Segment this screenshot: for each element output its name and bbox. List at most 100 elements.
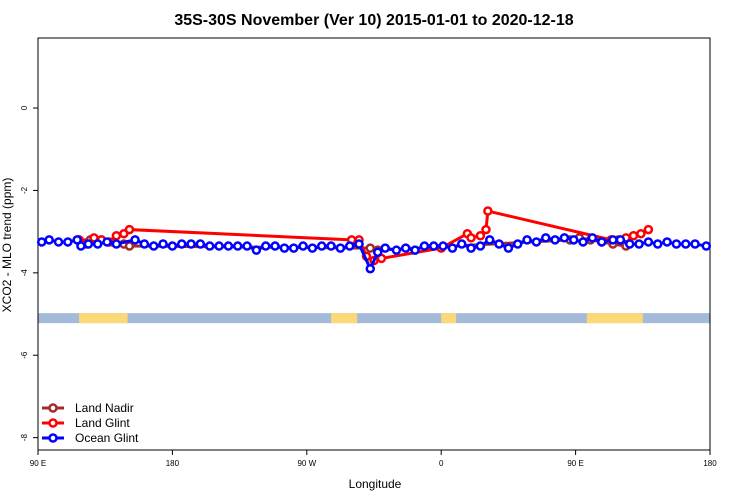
point-1-23 — [636, 228, 646, 239]
y-tick-label-0: 0 — [20, 105, 29, 110]
point-2-39 — [400, 243, 411, 253]
point-2-22 — [242, 241, 252, 251]
point-2-45 — [456, 239, 467, 249]
point-2-15 — [176, 239, 187, 249]
point-2-33 — [344, 241, 355, 251]
legend-label-1: Land Glint — [75, 416, 130, 430]
point-0-6 — [365, 243, 376, 253]
point-2-43 — [438, 241, 448, 251]
point-2-9 — [111, 239, 122, 249]
point-2-6 — [83, 239, 94, 249]
point-2-18 — [204, 241, 215, 251]
series-2 — [36, 233, 712, 274]
point-2-14 — [167, 241, 178, 251]
point-2-69 — [680, 239, 691, 249]
point-2-51 — [512, 239, 523, 249]
point-2-55 — [550, 235, 560, 245]
point-0-5 — [124, 241, 135, 251]
point-2-70 — [690, 239, 700, 249]
point-2-47 — [475, 241, 486, 251]
point-2-53 — [531, 237, 542, 247]
point-1-22 — [628, 231, 639, 241]
y-tick-label-2: -4 — [20, 269, 29, 277]
point-1-17 — [481, 224, 491, 235]
y-tick-label-1: -2 — [20, 186, 29, 194]
x-axis: 90 E 180 90 W 0 90 E 180 — [30, 450, 717, 468]
land-span-0 — [79, 313, 128, 324]
x-tick-label-2: 90 W — [297, 459, 316, 468]
point-2-38 — [391, 245, 402, 255]
legend-swatch-marker-0 — [48, 403, 58, 413]
point-2-29 — [307, 243, 318, 253]
point-2-20 — [223, 241, 234, 251]
chart-title: 35S-30S November (Ver 10) 2015-01-01 to … — [174, 12, 573, 29]
ocean-strip — [38, 313, 710, 324]
point-2-13 — [158, 239, 168, 249]
point-2-30 — [316, 241, 327, 251]
point-2-0 — [36, 237, 47, 247]
point-2-66 — [652, 239, 663, 249]
x-axis-label: Longitude — [349, 477, 402, 491]
point-2-42 — [428, 241, 439, 251]
legend-swatch-marker-2 — [48, 433, 58, 443]
point-2-19 — [214, 241, 224, 251]
point-2-61 — [608, 235, 618, 245]
point-2-17 — [195, 239, 206, 249]
point-2-7 — [92, 239, 103, 249]
point-2-8 — [102, 237, 112, 247]
point-2-40 — [410, 245, 420, 255]
land-span-3 — [586, 313, 643, 324]
point-2-52 — [522, 235, 532, 245]
point-2-67 — [662, 237, 672, 247]
point-2-71 — [701, 241, 712, 251]
point-2-3 — [63, 237, 73, 247]
point-2-59 — [587, 233, 598, 243]
x-tick-label-4: 90 E — [567, 459, 583, 468]
land-span-2 — [441, 313, 457, 324]
point-2-2 — [53, 237, 64, 247]
point-2-35 — [365, 263, 376, 274]
point-1-5 — [111, 231, 122, 241]
legend-label-0: Land Nadir — [75, 401, 134, 415]
point-2-25 — [270, 241, 280, 251]
point-2-65 — [643, 237, 654, 247]
point-2-57 — [568, 235, 579, 245]
point-2-58 — [578, 237, 588, 247]
point-2-60 — [596, 237, 607, 247]
point-2-12 — [148, 241, 159, 251]
point-2-32 — [335, 243, 346, 253]
y-axis-label: XCO2 - MLO trend (ppm) — [0, 178, 14, 313]
x-tick-label-1: 180 — [166, 459, 180, 468]
point-1-15 — [466, 233, 476, 243]
legend-label-2: Ocean Glint — [75, 431, 139, 445]
x-tick-label-5: 180 — [703, 459, 717, 468]
point-2-36 — [372, 247, 383, 257]
x-tick-label-3: 0 — [439, 459, 444, 468]
point-1-7 — [124, 224, 135, 235]
point-2-27 — [288, 243, 299, 253]
legend-item-2: Ocean Glint — [42, 431, 139, 445]
point-2-68 — [671, 239, 682, 249]
point-2-64 — [634, 239, 644, 249]
point-2-28 — [298, 241, 308, 251]
point-2-62 — [615, 235, 626, 245]
x-tick-label-0: 90 E — [30, 459, 46, 468]
point-2-48 — [484, 235, 495, 245]
point-2-24 — [260, 241, 271, 251]
point-2-44 — [447, 243, 458, 253]
legend-swatch-marker-1 — [48, 418, 58, 428]
point-2-1 — [44, 235, 54, 245]
point-2-50 — [503, 243, 514, 253]
point-2-21 — [232, 241, 243, 251]
point-2-46 — [466, 243, 476, 253]
point-2-26 — [279, 243, 290, 253]
point-2-37 — [380, 243, 390, 253]
point-1-18 — [483, 206, 493, 216]
point-2-41 — [419, 241, 430, 251]
legend-item-0: Land Nadir — [42, 401, 134, 415]
point-2-11 — [139, 239, 150, 249]
point-2-63 — [624, 239, 635, 249]
legend-item-1: Land Glint — [42, 416, 130, 430]
point-2-54 — [540, 233, 551, 243]
